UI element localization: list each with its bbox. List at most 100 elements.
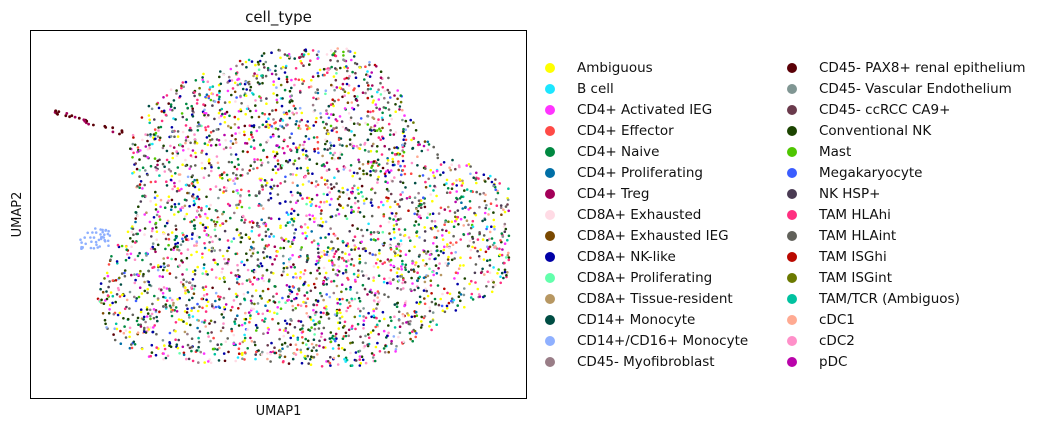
- scatter-point: [319, 212, 323, 215]
- scatter-point: [282, 266, 286, 270]
- scatter-point: [328, 147, 332, 150]
- scatter-point: [499, 281, 503, 285]
- scatter-point: [87, 122, 90, 126]
- legend-marker: [787, 63, 797, 73]
- scatter-point: [165, 305, 168, 309]
- scatter-point: [248, 220, 252, 224]
- scatter-point: [313, 147, 316, 151]
- scatter-point: [469, 226, 473, 230]
- scatter-point: [151, 142, 154, 146]
- scatter-point: [100, 298, 103, 302]
- scatter-point: [319, 236, 323, 240]
- scatter-point: [263, 66, 266, 69]
- scatter-point: [165, 180, 168, 183]
- scatter-point: [354, 71, 357, 75]
- scatter-point: [372, 279, 375, 282]
- scatter-point: [316, 57, 320, 60]
- scatter-point: [424, 180, 427, 184]
- scatter-point: [340, 120, 344, 123]
- scatter-point: [365, 197, 368, 201]
- scatter-point: [337, 138, 341, 141]
- scatter-point: [407, 322, 411, 326]
- scatter-point: [260, 204, 263, 207]
- scatter-point: [169, 178, 173, 182]
- legend-marker: [545, 315, 555, 325]
- scatter-point: [465, 164, 469, 167]
- scatter-point: [403, 134, 406, 138]
- scatter-point: [233, 322, 237, 326]
- scatter-point: [231, 142, 235, 145]
- scatter-point: [332, 356, 336, 360]
- scatter-point: [149, 326, 152, 329]
- scatter-point: [358, 147, 362, 150]
- scatter-point: [188, 346, 192, 350]
- scatter-point: [474, 281, 477, 284]
- scatter-point: [106, 274, 110, 278]
- scatter-point: [193, 138, 197, 141]
- scatter-point: [424, 167, 427, 170]
- scatter-point: [163, 170, 167, 173]
- scatter-point: [118, 311, 122, 315]
- scatter-point: [337, 255, 341, 259]
- legend-label: CD4+ Effector: [577, 123, 674, 139]
- scatter-point: [332, 127, 335, 130]
- scatter-point: [391, 157, 395, 161]
- scatter-point: [210, 218, 213, 222]
- scatter-point: [406, 124, 410, 128]
- scatter-point: [334, 272, 338, 276]
- scatter-point: [289, 257, 292, 260]
- scatter-point: [396, 253, 400, 257]
- scatter-point: [131, 142, 135, 146]
- scatter-point: [397, 335, 400, 339]
- scatter-point: [309, 363, 313, 367]
- scatter-point: [321, 120, 325, 124]
- scatter-point: [337, 189, 341, 193]
- scatter-point: [381, 310, 385, 314]
- scatter-point: [442, 248, 446, 252]
- scatter-point: [273, 351, 277, 355]
- scatter-point: [428, 325, 431, 328]
- scatter-point: [389, 205, 392, 209]
- scatter-point: [187, 139, 190, 142]
- scatter-point: [197, 336, 200, 340]
- scatter-point: [258, 192, 261, 195]
- scatter-point: [200, 151, 203, 154]
- scatter-point: [193, 284, 197, 288]
- scatter-point: [313, 327, 317, 331]
- scatter-point: [257, 63, 261, 66]
- scatter-point: [286, 80, 289, 84]
- scatter-point: [148, 308, 152, 312]
- scatter-point: [477, 177, 480, 180]
- scatter-point: [358, 355, 362, 358]
- scatter-point: [207, 360, 210, 363]
- scatter-point: [399, 239, 403, 242]
- scatter-point: [417, 140, 420, 144]
- scatter-point: [335, 182, 338, 185]
- scatter-point: [446, 243, 449, 246]
- scatter-point: [335, 86, 339, 89]
- scatter-point: [184, 291, 187, 295]
- scatter-point: [112, 312, 116, 316]
- scatter-point: [350, 130, 353, 133]
- scatter-point: [370, 198, 373, 201]
- scatter-point: [291, 308, 295, 312]
- scatter-point: [240, 353, 244, 357]
- scatter-point: [253, 302, 256, 306]
- scatter-point: [191, 296, 194, 300]
- scatter-point: [193, 91, 196, 94]
- scatter-point: [154, 226, 158, 229]
- scatter-point: [284, 200, 287, 203]
- scatter-point: [357, 247, 361, 250]
- scatter-point: [114, 322, 118, 326]
- scatter-point: [107, 229, 110, 233]
- scatter-point: [268, 299, 271, 302]
- scatter-point: [278, 356, 282, 359]
- scatter-point: [256, 158, 259, 161]
- scatter-point: [318, 205, 321, 209]
- scatter-point: [242, 292, 246, 296]
- scatter-point: [368, 251, 372, 255]
- legend-marker: [787, 84, 797, 94]
- scatter-point: [222, 322, 225, 325]
- scatter-point: [211, 92, 215, 96]
- scatter-point: [116, 262, 119, 265]
